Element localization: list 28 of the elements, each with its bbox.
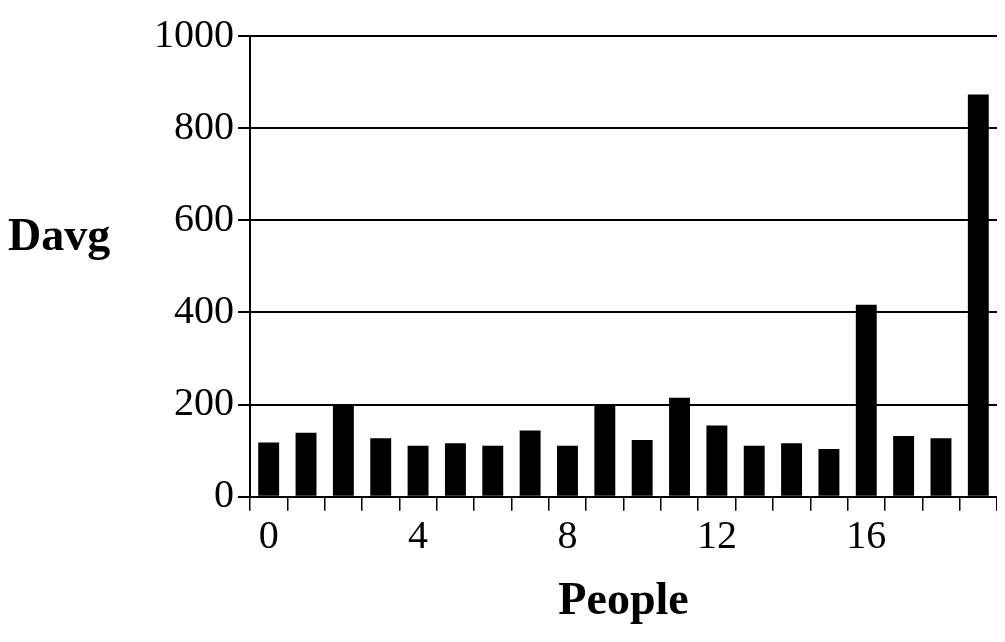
y-tick-label: 600 <box>174 194 234 240</box>
bar <box>482 445 504 496</box>
bar <box>818 448 840 496</box>
bar <box>893 435 915 496</box>
y-tick-label: 200 <box>174 379 234 425</box>
bar <box>295 432 317 496</box>
bar <box>706 425 728 496</box>
bar <box>444 443 466 496</box>
x-axis-title: People <box>558 573 689 625</box>
x-tick-label: 8 <box>557 512 578 558</box>
bar <box>557 445 578 496</box>
x-tick-label: 16 <box>846 512 887 558</box>
y-tick-label: 400 <box>174 286 234 332</box>
bar <box>631 440 653 496</box>
x-tick-label: 4 <box>408 512 429 558</box>
x-tick-label: 12 <box>696 512 737 558</box>
bar <box>930 438 952 496</box>
bar <box>370 438 392 496</box>
y-tick-label: 800 <box>174 102 234 148</box>
bar <box>519 430 541 496</box>
y-tick-label: 1000 <box>154 10 234 56</box>
bar <box>781 443 803 496</box>
x-tick-label: 0 <box>258 512 279 558</box>
bar <box>407 445 429 496</box>
bar <box>743 445 765 496</box>
y-axis-title: Davg <box>8 208 112 261</box>
y-tick-label: 0 <box>214 471 234 517</box>
bar <box>258 442 280 496</box>
